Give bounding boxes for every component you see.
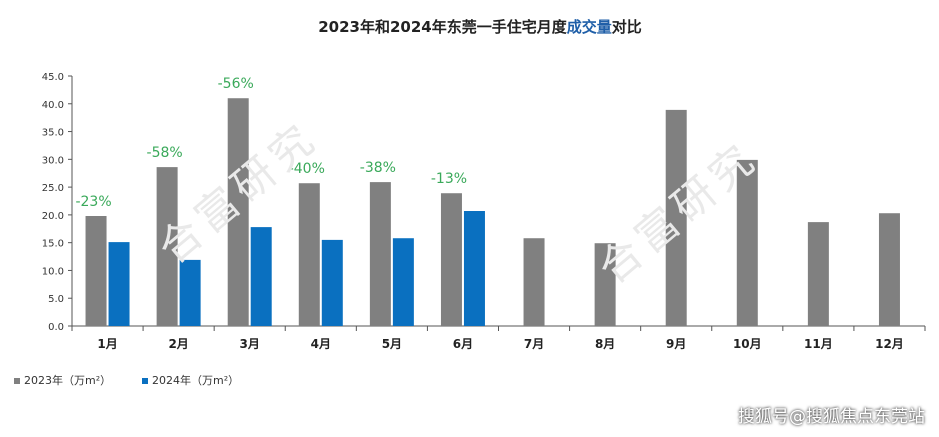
bar-2023 — [156, 167, 178, 326]
source-label: 搜狐号@搜狐焦点东莞站 — [738, 407, 925, 427]
legend-label: 2024年（万m²） — [152, 373, 239, 387]
bar-2023 — [736, 159, 758, 326]
bar-2024 — [250, 227, 272, 326]
x-tick-label: 10月 — [733, 337, 762, 351]
y-tick-label: 15.0 — [42, 239, 64, 250]
x-tick-label: 2月 — [168, 337, 188, 351]
x-tick-label: 1月 — [97, 337, 117, 351]
legend-swatch — [14, 378, 20, 384]
change-annotation: -58% — [147, 145, 183, 161]
bar-2023 — [298, 183, 320, 326]
change-annotation: -13% — [431, 171, 467, 187]
y-tick-label: 20.0 — [42, 211, 64, 222]
x-tick-label: 8月 — [595, 337, 615, 351]
y-tick-label: 25.0 — [42, 183, 64, 194]
x-tick-label: 6月 — [453, 337, 473, 351]
x-tick-label: 3月 — [240, 337, 260, 351]
y-tick-label: 45.0 — [42, 72, 64, 83]
y-tick-label: 0.0 — [48, 322, 64, 333]
change-annotation: -40% — [289, 161, 325, 177]
x-tick-label: 9月 — [666, 337, 686, 351]
bar-2024 — [108, 242, 130, 326]
bars — [85, 98, 900, 326]
bar-2023 — [878, 213, 900, 326]
bar-2023 — [440, 193, 462, 326]
x-tick-label: 11月 — [804, 337, 833, 351]
change-annotation: -23% — [75, 194, 111, 210]
y-tick-label: 30.0 — [42, 155, 64, 166]
bar-2023 — [369, 182, 391, 326]
title-part: 2023年和2024年东莞一手住宅月度 — [318, 18, 567, 36]
x-tick-label: 7月 — [524, 337, 544, 351]
x-tick-label: 4月 — [311, 337, 331, 351]
y-tick-label: 5.0 — [48, 294, 64, 305]
title-part: 成交量 — [567, 18, 612, 36]
bar-2023 — [85, 216, 107, 326]
bar-2023 — [665, 109, 687, 326]
x-axis: 1月 2月 3月 4月 5月 6月 7月 8月 9月 10月 11月 12月 — [71, 325, 926, 351]
bar-2024 — [463, 211, 485, 326]
bar-2024 — [392, 238, 414, 326]
x-tick-label: 5月 — [382, 337, 402, 351]
y-tick-label: 10.0 — [42, 266, 64, 277]
y-tick-label: 40.0 — [42, 100, 64, 111]
y-tick-label: 35.0 — [42, 128, 64, 139]
bar-2023 — [807, 222, 829, 326]
legend-swatch — [142, 378, 148, 384]
y-axis: 0.0 5.0 10.0 15.0 20.0 25.0 30.0 35.0 40.0 45.0 — [42, 72, 73, 333]
annotations: -23% -58% -56% -40% -38% -13% — [75, 76, 467, 210]
x-tick-label: 12月 — [875, 337, 904, 351]
bar-2023 — [523, 238, 545, 326]
change-annotation: -38% — [360, 160, 396, 176]
title-part: 对比 — [612, 18, 642, 36]
change-annotation: -56% — [218, 76, 254, 92]
bar-2023 — [227, 98, 249, 326]
bar-2023 — [594, 243, 616, 326]
bar-2024 — [321, 239, 343, 326]
legend-label: 2023年（万m²） — [24, 373, 111, 387]
chart-title: 2023年和2024年东莞一手住宅月度成交量对比 — [318, 18, 642, 36]
legend: 2023年（万m²） 2024年（万m²） — [14, 373, 239, 387]
bar-2024 — [179, 259, 201, 326]
